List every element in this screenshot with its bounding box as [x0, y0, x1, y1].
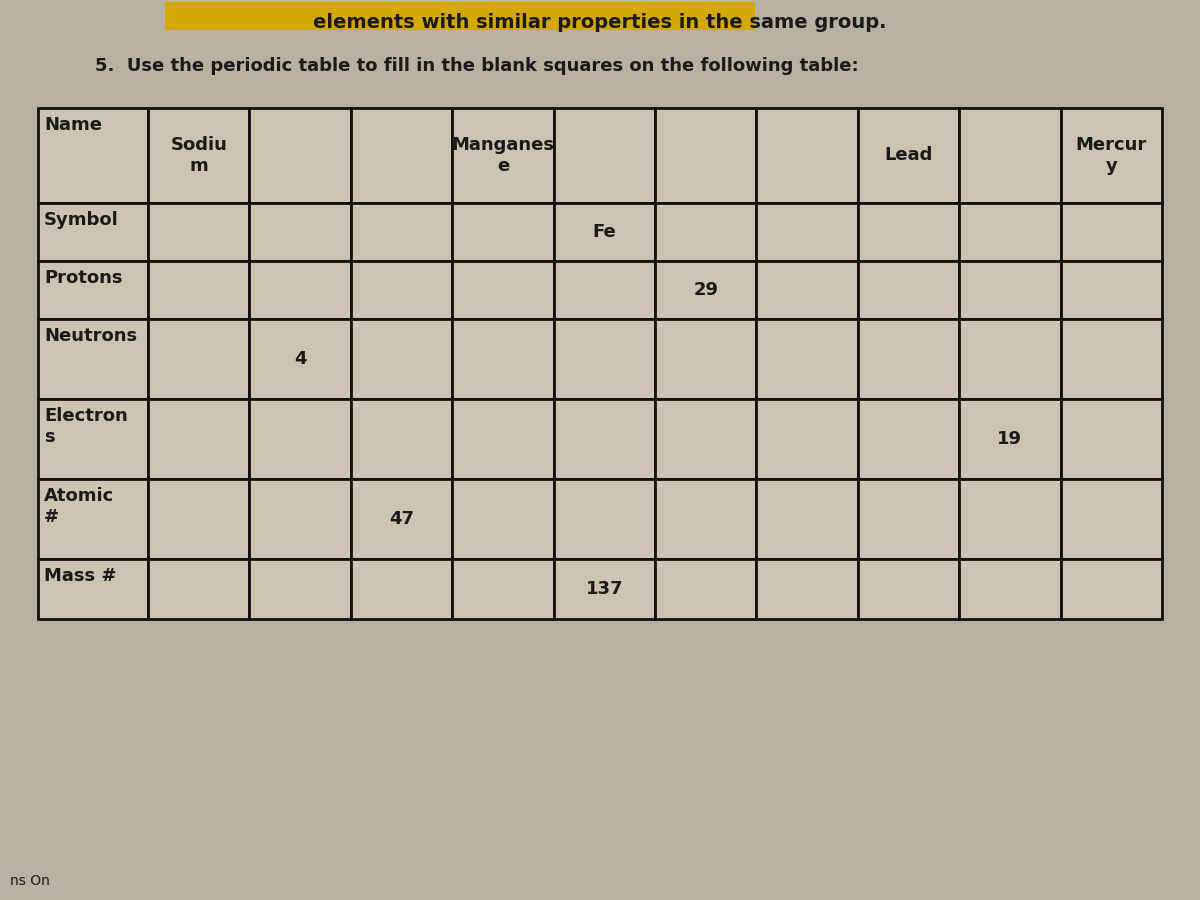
- Bar: [553, 479, 655, 559]
- Text: 47: 47: [389, 510, 414, 528]
- Bar: [250, 319, 350, 399]
- Text: 29: 29: [694, 281, 718, 299]
- Bar: [38, 399, 148, 479]
- Text: Protons: Protons: [44, 269, 122, 287]
- Bar: [858, 479, 959, 559]
- Bar: [655, 319, 756, 399]
- Bar: [959, 559, 1061, 619]
- Bar: [1061, 319, 1162, 399]
- Bar: [148, 203, 250, 261]
- Bar: [148, 399, 250, 479]
- Bar: [959, 261, 1061, 319]
- Bar: [858, 203, 959, 261]
- Bar: [756, 479, 858, 559]
- Bar: [1061, 261, 1162, 319]
- Text: Name: Name: [44, 116, 102, 134]
- Bar: [553, 203, 655, 261]
- Bar: [350, 559, 452, 619]
- Text: 4: 4: [294, 350, 306, 368]
- Bar: [756, 203, 858, 261]
- Bar: [148, 479, 250, 559]
- Bar: [655, 399, 756, 479]
- Bar: [452, 319, 553, 399]
- Bar: [553, 559, 655, 619]
- Bar: [756, 559, 858, 619]
- Bar: [452, 399, 553, 479]
- Bar: [250, 399, 350, 479]
- Bar: [250, 203, 350, 261]
- Text: Mass #: Mass #: [44, 567, 116, 585]
- Bar: [350, 261, 452, 319]
- Bar: [756, 319, 858, 399]
- Bar: [148, 261, 250, 319]
- Text: Fe: Fe: [593, 223, 616, 241]
- Bar: [452, 203, 553, 261]
- Bar: [756, 399, 858, 479]
- Bar: [655, 203, 756, 261]
- Bar: [1061, 399, 1162, 479]
- Bar: [350, 203, 452, 261]
- Bar: [350, 399, 452, 479]
- Bar: [38, 319, 148, 399]
- Bar: [553, 261, 655, 319]
- Bar: [1061, 479, 1162, 559]
- Bar: [452, 261, 553, 319]
- Bar: [148, 108, 250, 203]
- Text: Mercur
y: Mercur y: [1075, 136, 1147, 175]
- Bar: [553, 319, 655, 399]
- Text: Lead: Lead: [884, 147, 932, 165]
- Bar: [655, 559, 756, 619]
- Bar: [452, 559, 553, 619]
- Text: Electron
s: Electron s: [44, 407, 127, 446]
- Text: ns On: ns On: [10, 874, 50, 888]
- Bar: [1061, 203, 1162, 261]
- Bar: [858, 559, 959, 619]
- Bar: [1061, 559, 1162, 619]
- Bar: [553, 399, 655, 479]
- Text: 5.  Use the periodic table to fill in the blank squares on the following table:: 5. Use the periodic table to fill in the…: [95, 57, 859, 75]
- Bar: [655, 261, 756, 319]
- Text: 19: 19: [997, 430, 1022, 448]
- Bar: [553, 108, 655, 203]
- Bar: [250, 108, 350, 203]
- Text: Neutrons: Neutrons: [44, 327, 137, 345]
- Bar: [350, 108, 452, 203]
- Text: Manganes
e: Manganes e: [451, 136, 554, 175]
- Bar: [858, 261, 959, 319]
- Bar: [350, 319, 452, 399]
- Bar: [959, 108, 1061, 203]
- Bar: [858, 108, 959, 203]
- Text: elements with similar properties in the same group.: elements with similar properties in the …: [313, 13, 887, 32]
- Text: Symbol: Symbol: [44, 211, 119, 229]
- Bar: [38, 108, 148, 203]
- Bar: [959, 399, 1061, 479]
- Bar: [350, 479, 452, 559]
- Bar: [38, 559, 148, 619]
- Bar: [858, 319, 959, 399]
- Bar: [756, 108, 858, 203]
- Bar: [655, 479, 756, 559]
- Bar: [250, 261, 350, 319]
- Text: Sodiu
m: Sodiu m: [170, 136, 227, 175]
- Text: 137: 137: [586, 580, 623, 598]
- Bar: [1061, 108, 1162, 203]
- Bar: [452, 108, 553, 203]
- Bar: [38, 203, 148, 261]
- Bar: [250, 559, 350, 619]
- Bar: [959, 319, 1061, 399]
- Bar: [38, 479, 148, 559]
- Bar: [756, 261, 858, 319]
- Bar: [38, 261, 148, 319]
- Bar: [655, 108, 756, 203]
- Bar: [250, 479, 350, 559]
- Bar: [452, 479, 553, 559]
- Bar: [148, 319, 250, 399]
- Bar: [858, 399, 959, 479]
- Bar: [959, 479, 1061, 559]
- Text: Atomic
#: Atomic #: [44, 487, 114, 526]
- Bar: [166, 2, 755, 30]
- Bar: [148, 559, 250, 619]
- Bar: [959, 203, 1061, 261]
